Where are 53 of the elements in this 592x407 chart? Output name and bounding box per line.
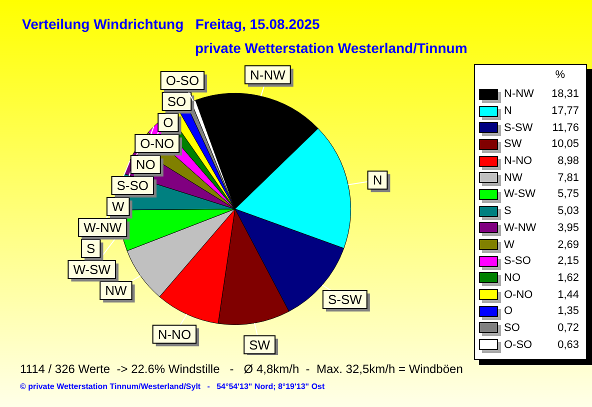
legend-label: N-NW [504,88,535,100]
data-label: 5,75 [558,188,580,200]
slice-label: S-SW [328,292,363,308]
legend-label: SO [504,322,521,334]
data-label: 7,81 [558,172,580,184]
data-label: 10,05 [551,138,580,150]
category-label: O [163,115,174,130]
data-label: 1,62 [558,272,580,284]
slice-label: SW [249,337,271,352]
legend-label: W-NW [504,222,538,234]
category-label: O-NO [140,136,174,152]
data-label: 1,35 [558,305,580,318]
slice-label: N [372,172,382,188]
category-label: S-SO [116,178,149,194]
data-label: 0,63 [558,338,580,351]
legend-label: S [504,205,512,218]
data-label: 2,69 [558,238,580,251]
category-label: SO [167,94,186,110]
slice-label: N-NO [158,326,192,342]
text: © private Wetterstation Tinnum/Westerland/Sylt - 54°54'13" Nord; 8°19'13" Ost [20,382,325,391]
data-label: 17,77 [551,105,580,118]
data-label: 1,44 [558,288,580,301]
legend-label: NO [504,272,522,284]
slice-label: W-NW [84,220,122,236]
chart-subtitle: private Wetterstation Westerland/Tinnum [195,40,468,56]
legend-label: W-SW [504,188,537,200]
legend-title: % [554,69,566,83]
slice-label: O-SO [166,73,200,88]
legend-label: NW [504,172,524,184]
data-label: 2,15 [558,255,580,268]
slice-label: N-NW [250,67,286,82]
legend-label: O [504,305,514,318]
data-label: 0,72 [558,322,580,334]
category-label: NO [136,157,156,172]
data-label: 11,76 [552,122,580,134]
legend-label: S-SO [504,255,532,268]
slice-label: S [86,241,96,256]
slice-label: W-SW [73,262,112,278]
data-label: 5,03 [558,205,580,218]
data-label: 8,98 [558,155,580,168]
slice-label: W [112,199,125,214]
legend-label: S-SW [504,122,534,134]
legend-label: W [504,238,516,251]
legend-label: SW [504,138,523,150]
data-label: 3,95 [558,222,580,234]
text: 1114 / 326 Werte -> 22.6% Windstille - Ø 4,8km/h - Max. 32,5km/h = Windböen [20,362,463,376]
legend-label: N-NO [504,155,534,168]
data-label: 18,31 [551,88,580,100]
legend-label: N [504,105,513,118]
legend-label: O-SO [504,338,534,351]
legend-label: O-NO [504,288,534,301]
chart-title: Verteilung Windrichtung Freitag, 15.08.2025 [22,16,320,32]
slice-label: NW [105,283,128,298]
